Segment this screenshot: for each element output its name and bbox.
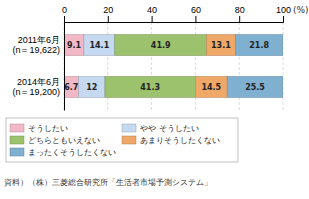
legend-swatch (10, 148, 24, 156)
tick: 2014年6月(n＝19,200) (12, 77, 64, 97)
legend-label: やや そうしたい (140, 124, 199, 133)
data-label: 14.5 (201, 83, 221, 92)
source-note: 資料）（株）三菱総合研究所「生活者市場予測システム」 (4, 178, 212, 187)
grid (64, 22, 283, 110)
data-label: 25.5 (245, 83, 265, 92)
legend-swatch (122, 124, 136, 132)
tick-label: 60 (191, 5, 201, 15)
tick-mark (64, 16, 65, 22)
legend-item: まったくそうしたくない (10, 148, 116, 157)
legend-swatch (10, 124, 24, 132)
data-label: 13.1 (211, 41, 231, 50)
legend: そうしたい やや そうしたいどちらともいえない あまりそうしたくないまったくそうした… (6, 118, 238, 162)
data-label: 12 (86, 83, 97, 92)
tick-label: 2011年6月(n＝19,622) (12, 35, 60, 55)
data-label: 21.8 (249, 41, 269, 50)
tick: 40 (147, 5, 157, 22)
data-label: 41.3 (140, 83, 160, 92)
legend-label: あまりそうしたくない (140, 136, 220, 145)
series (105, 35, 207, 98)
tick-mark (283, 16, 284, 22)
legend-label: まったくそうしたくない (28, 148, 116, 157)
tick: 2011年6月(n＝19,622) (12, 35, 64, 55)
tick-mark (108, 16, 109, 22)
legend-label: そうしたい (28, 124, 68, 133)
bar (64, 76, 79, 97)
data-labels: 9.1 6.7 14.1 12 41.9 41.3 13.1 14.5 21.8 25.5 (64, 41, 269, 92)
bar (84, 35, 115, 56)
tick-label: 40 (147, 5, 157, 15)
legend-swatch (122, 136, 136, 144)
tick: 20 (103, 5, 113, 22)
tick-label: 100 (276, 5, 291, 15)
tick: 100 (276, 5, 291, 22)
tick-label: 20 (103, 5, 113, 15)
chart: 9.1 6.7 14.1 12 41.9 41.3 13.1 14.5 21.8 25.5 0 20 4… (0, 0, 309, 199)
tick-label: 2014年6月(n＝19,200) (12, 77, 60, 97)
series (227, 35, 283, 98)
tick: 60 (191, 5, 201, 22)
legend-item: どちらともいえない (10, 136, 100, 145)
tick-mark (239, 16, 240, 22)
tick: 0 (62, 5, 67, 22)
tick-label: 0 (62, 5, 67, 15)
data-label: 6.7 (64, 83, 78, 92)
legend-label: どちらともいえない (28, 136, 100, 145)
bar (235, 35, 283, 56)
data-label: 14.1 (89, 41, 109, 50)
data-label: 41.9 (151, 41, 171, 50)
tick-mark (152, 16, 153, 22)
x-axis: 0 20 40 60 80 100 (62, 5, 291, 23)
bar (115, 35, 207, 56)
axis-line (64, 23, 65, 111)
legend-item: あまりそうしたくない (122, 136, 220, 145)
bar (105, 76, 195, 97)
legend-swatch (10, 136, 24, 144)
tick: 80 (235, 5, 245, 22)
axis-label: (%) (293, 5, 309, 15)
legend-frame (6, 118, 238, 162)
y-axis: 2011年6月(n＝19,622) 2014年6月(n＝19,200) (12, 23, 64, 111)
legend-item: そうしたい (10, 124, 68, 133)
data-label: 9.1 (67, 41, 82, 50)
bars (64, 35, 283, 98)
grid-line (64, 22, 65, 110)
bar (207, 35, 236, 56)
bar (227, 76, 283, 97)
bar (64, 35, 84, 56)
legend-item: やや そうしたい (122, 124, 199, 133)
tick-mark (195, 16, 196, 22)
plot: 9.1 6.7 14.1 12 41.9 41.3 13.1 14.5 21.8 25.5 0 20 4… (12, 5, 308, 111)
bar (195, 76, 227, 97)
bar (79, 76, 105, 97)
axis-line (65, 16, 284, 23)
tick-label: 80 (235, 5, 245, 15)
